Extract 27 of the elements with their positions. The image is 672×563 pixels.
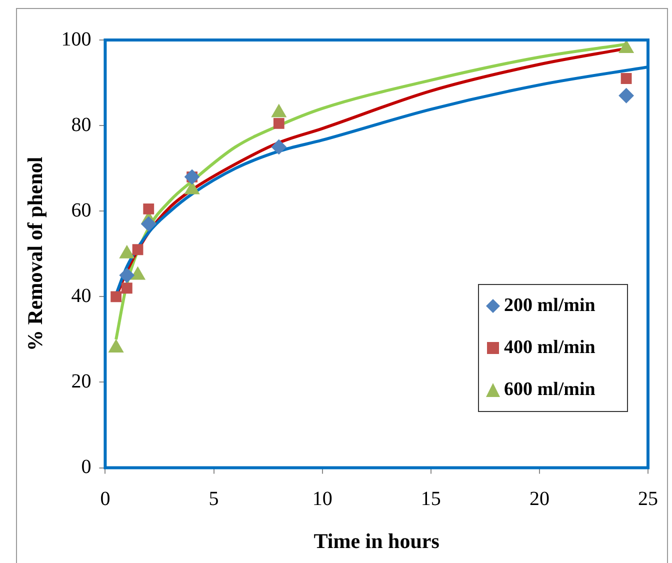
point — [271, 139, 286, 154]
x-tick-label: 10 — [312, 488, 332, 510]
x-tick-label: 15 — [420, 488, 441, 510]
y-tick-label: 20 — [71, 370, 92, 392]
y-tick-label: 80 — [71, 114, 92, 136]
point — [132, 244, 144, 256]
legend-label: 600 ml/min — [504, 379, 596, 402]
y-tick-label: 100 — [61, 28, 92, 50]
y-tick-label: 0 — [81, 456, 92, 478]
x-tick-label: 25 — [638, 488, 658, 510]
point — [273, 118, 284, 129]
x-tick-label: 0 — [100, 488, 110, 510]
point — [110, 291, 122, 302]
point — [618, 88, 634, 104]
point — [143, 204, 154, 214]
x-tick-label: 20 — [529, 488, 550, 510]
legend-label: 400 ml/min — [504, 337, 596, 359]
point — [620, 73, 632, 84]
y-axis-title: % Removal of phenol — [23, 156, 48, 352]
point — [119, 268, 134, 283]
y-tick-label: 40 — [71, 284, 92, 307]
point — [141, 216, 156, 232]
point — [121, 282, 132, 294]
y-tick-label: 60 — [71, 199, 92, 222]
x-axis-title: Time in hours — [314, 528, 440, 553]
x-tick-label: 5 — [208, 488, 219, 510]
legend-label: 200 ml/min — [504, 294, 596, 317]
